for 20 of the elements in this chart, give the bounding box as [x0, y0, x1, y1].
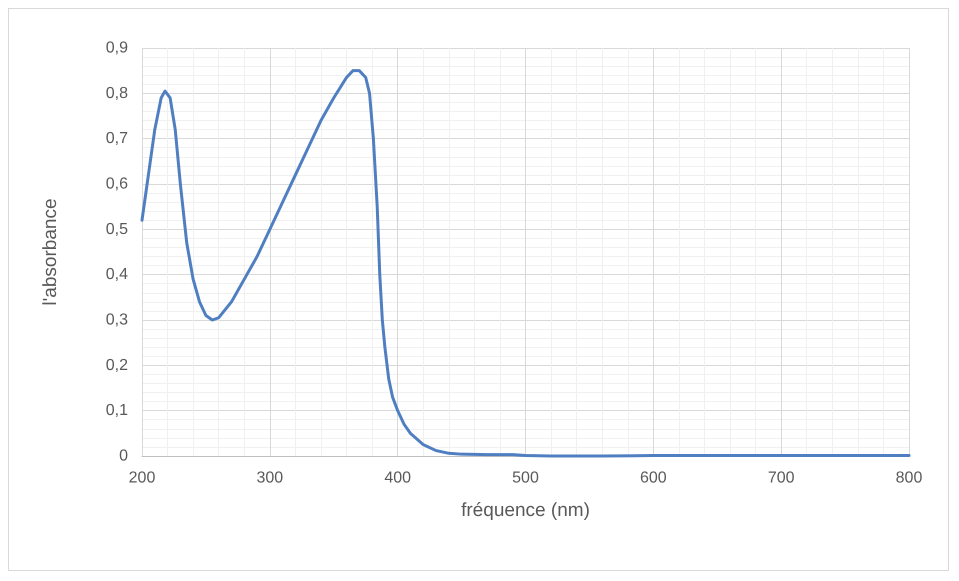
- x-tick-label: 400: [384, 470, 412, 486]
- x-tick-label: 200: [128, 470, 156, 486]
- y-tick-label: 0,3: [106, 312, 128, 328]
- x-tick-label: 700: [768, 470, 795, 486]
- y-tick-label: 0,7: [106, 130, 128, 148]
- y-axis-title: l'absorbance: [40, 198, 61, 306]
- y-tick-label: 0,5: [106, 220, 128, 238]
- y-tick-label: 0,1: [106, 402, 128, 420]
- line-series: [140, 69, 910, 458]
- y-tick-label: 0,8: [106, 84, 128, 102]
- x-tick-label: 800: [896, 470, 922, 486]
- x-axis-title: fréquence (nm): [461, 500, 590, 521]
- y-tick-label: 0,2: [106, 356, 128, 374]
- y-tick-label: 0,9: [106, 40, 128, 56]
- x-tick-label: 300: [256, 470, 284, 486]
- y-tick-label: 0,6: [106, 176, 128, 192]
- y-tick-label: 0,4: [106, 266, 128, 284]
- y-tick-label: 0: [119, 448, 128, 464]
- x-tick-label: 600: [640, 470, 667, 486]
- x-tick-label: 500: [512, 470, 539, 486]
